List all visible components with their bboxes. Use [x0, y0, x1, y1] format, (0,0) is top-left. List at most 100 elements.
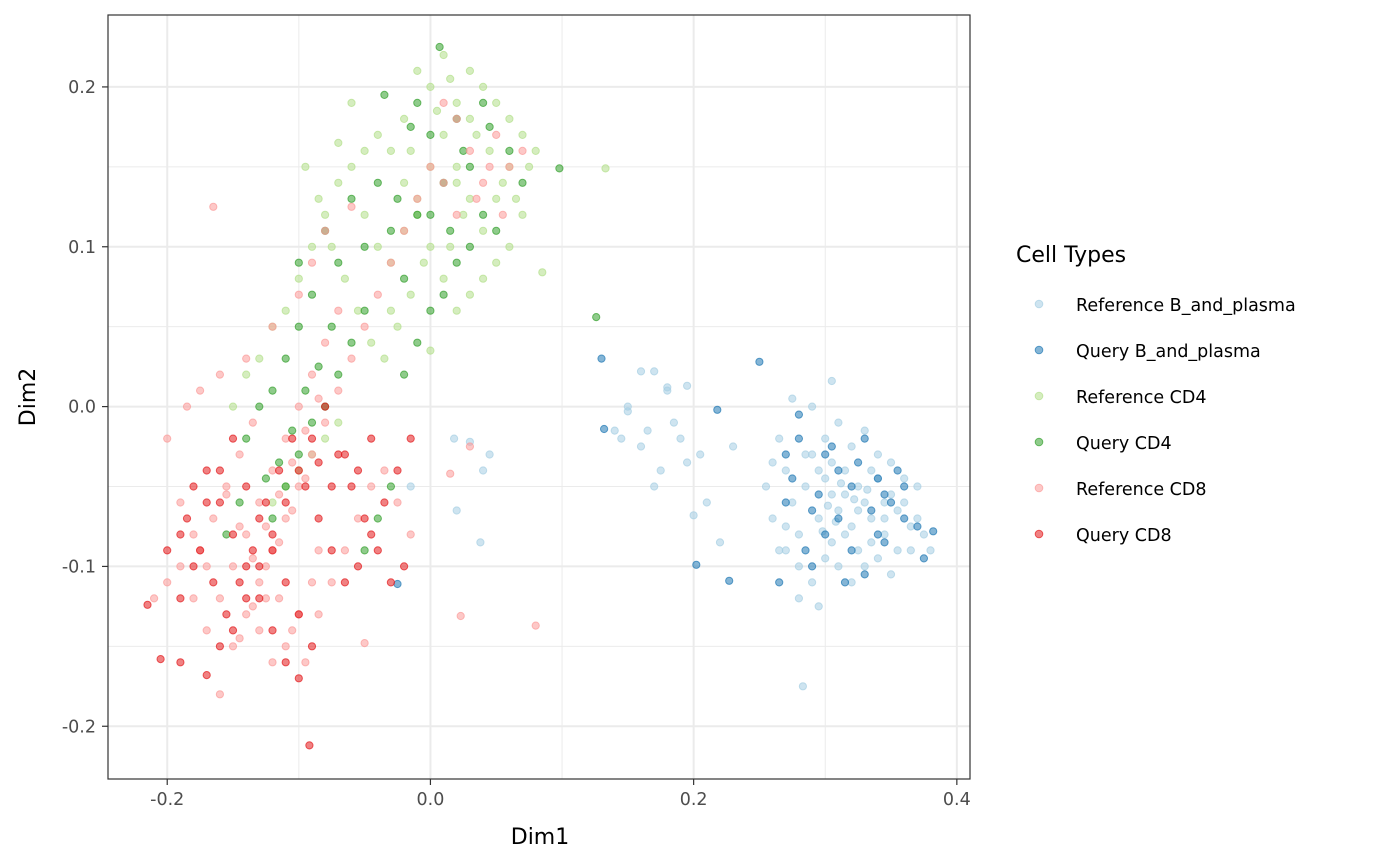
data-point — [275, 458, 284, 467]
data-point — [426, 130, 435, 139]
data-point — [479, 82, 488, 92]
data-point — [182, 402, 192, 411]
data-point — [367, 530, 376, 539]
data-point — [472, 130, 481, 139]
data-point — [288, 426, 297, 435]
data-point — [347, 338, 356, 347]
data-point — [202, 498, 211, 507]
data-point — [209, 202, 218, 211]
data-point — [446, 226, 455, 235]
data-point — [597, 354, 606, 363]
x-tick-label: 0.0 — [417, 790, 445, 810]
data-point — [623, 402, 632, 411]
data-point — [261, 522, 270, 531]
data-point — [321, 418, 330, 427]
data-point — [242, 354, 251, 363]
data-point — [485, 146, 494, 155]
data-point — [775, 578, 784, 587]
data-point — [676, 434, 685, 443]
data-point — [340, 578, 349, 587]
legend-key — [1034, 391, 1044, 401]
x-axis-title: Dim1 — [511, 825, 569, 850]
data-point — [689, 511, 698, 520]
data-point — [465, 442, 474, 451]
data-point — [288, 506, 297, 515]
data-point — [518, 130, 527, 139]
data-point — [281, 578, 290, 587]
data-point — [373, 178, 382, 187]
data-point — [228, 626, 238, 635]
data-point — [452, 98, 461, 108]
data-point — [821, 554, 830, 563]
data-point — [476, 538, 485, 547]
data-point — [452, 114, 461, 124]
data-point — [334, 386, 343, 395]
data-point — [492, 226, 501, 235]
data-point — [863, 485, 872, 494]
data-point — [301, 482, 310, 491]
data-point — [854, 458, 863, 467]
data-point — [446, 242, 455, 251]
data-point — [465, 242, 474, 251]
data-point — [189, 530, 198, 539]
data-point — [439, 290, 448, 299]
y-tick-label: 0.0 — [68, 398, 96, 418]
data-point — [886, 570, 896, 579]
data-point — [215, 690, 224, 699]
data-point — [373, 514, 382, 523]
data-point — [163, 578, 172, 587]
data-point — [413, 194, 422, 203]
data-point — [367, 482, 376, 491]
data-point — [327, 242, 336, 251]
data-point — [242, 370, 251, 379]
data-point — [202, 626, 211, 635]
data-point — [808, 578, 817, 587]
legend-key — [1034, 345, 1044, 355]
data-point — [294, 674, 303, 683]
data-point — [281, 354, 290, 363]
data-point — [360, 210, 369, 219]
data-point — [228, 530, 238, 539]
data-point — [275, 466, 284, 475]
data-point — [406, 146, 415, 155]
data-point — [492, 130, 501, 139]
data-point — [143, 600, 152, 609]
data-point — [814, 602, 823, 611]
data-point — [505, 114, 514, 124]
legend-label: Query B_and_plasma — [1076, 342, 1261, 362]
data-point — [485, 122, 494, 132]
data-point — [775, 434, 784, 443]
data-point — [505, 242, 514, 251]
data-point — [360, 546, 369, 555]
data-point — [692, 560, 701, 569]
data-point — [452, 258, 461, 267]
data-point — [426, 82, 435, 92]
data-point — [413, 98, 422, 108]
data-point — [794, 562, 804, 571]
data-point — [400, 178, 409, 187]
data-point — [228, 434, 238, 443]
y-tick-label: 0.2 — [68, 78, 96, 98]
data-point — [531, 621, 540, 630]
data-point — [182, 514, 192, 523]
data-point — [314, 362, 323, 371]
data-point — [176, 594, 185, 603]
data-point — [301, 658, 310, 667]
data-point — [715, 538, 725, 547]
data-point — [847, 522, 856, 531]
data-point — [794, 594, 804, 603]
data-point — [847, 482, 856, 491]
y-tick-label: -0.2 — [62, 717, 96, 737]
data-point — [601, 164, 610, 173]
data-point — [656, 466, 665, 475]
y-tick-label: 0.1 — [68, 238, 96, 258]
data-point — [235, 498, 244, 507]
data-point — [353, 562, 363, 571]
data-point — [215, 370, 224, 379]
data-point — [307, 450, 317, 459]
data-point — [294, 274, 303, 283]
data-point — [393, 498, 402, 507]
data-point — [196, 386, 205, 395]
data-point — [176, 562, 185, 571]
